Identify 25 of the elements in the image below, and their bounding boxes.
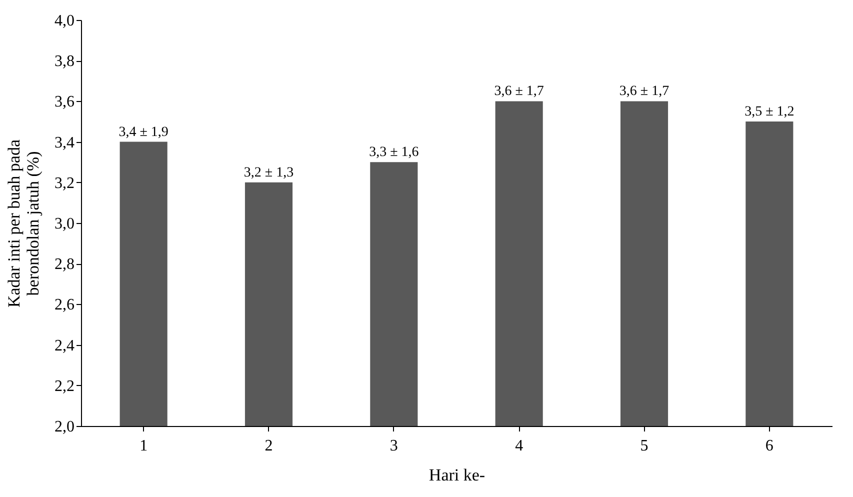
x-tick-label: 2 bbox=[264, 438, 273, 454]
y-tick-label: 2,6 bbox=[54, 296, 74, 314]
y-axis-title: Kadar inti per buah pada berondolan jatuh (%) bbox=[4, 139, 42, 308]
y-tick-label: 3,2 bbox=[54, 174, 74, 192]
y-tick-label: 4,0 bbox=[54, 12, 74, 30]
x-axis-title: Hari ke- bbox=[428, 466, 486, 484]
data-label: 3,5 ± 1,2 bbox=[744, 104, 794, 120]
y-tick-label: 3,6 bbox=[54, 94, 74, 111]
x-tick-label: 6 bbox=[765, 438, 774, 454]
y-tick-label: 2,4 bbox=[54, 337, 74, 354]
data-label: 3,3 ± 1,6 bbox=[369, 145, 419, 160]
y-tick-label: 2,0 bbox=[54, 418, 74, 436]
x-tick-label: 4 bbox=[515, 438, 524, 454]
x-tick-label: 5 bbox=[640, 438, 648, 454]
y-tick-label: 2,2 bbox=[54, 378, 74, 395]
y-tick-label: 3,4 bbox=[54, 134, 74, 152]
x-tick-label: 1 bbox=[140, 438, 148, 454]
y-tick-label: 2,8 bbox=[54, 256, 74, 274]
x-tick-label: 3 bbox=[390, 438, 398, 454]
data-label: 3,6 ± 1,7 bbox=[494, 84, 544, 100]
data-label: 3,4 ± 1,9 bbox=[118, 124, 168, 140]
data-label: 3,6 ± 1,7 bbox=[619, 84, 670, 100]
y-tick-label: 3,8 bbox=[54, 53, 74, 70]
data-label: 3,2 ± 1,3 bbox=[244, 165, 294, 180]
y-tick-label: 3,0 bbox=[54, 216, 74, 232]
